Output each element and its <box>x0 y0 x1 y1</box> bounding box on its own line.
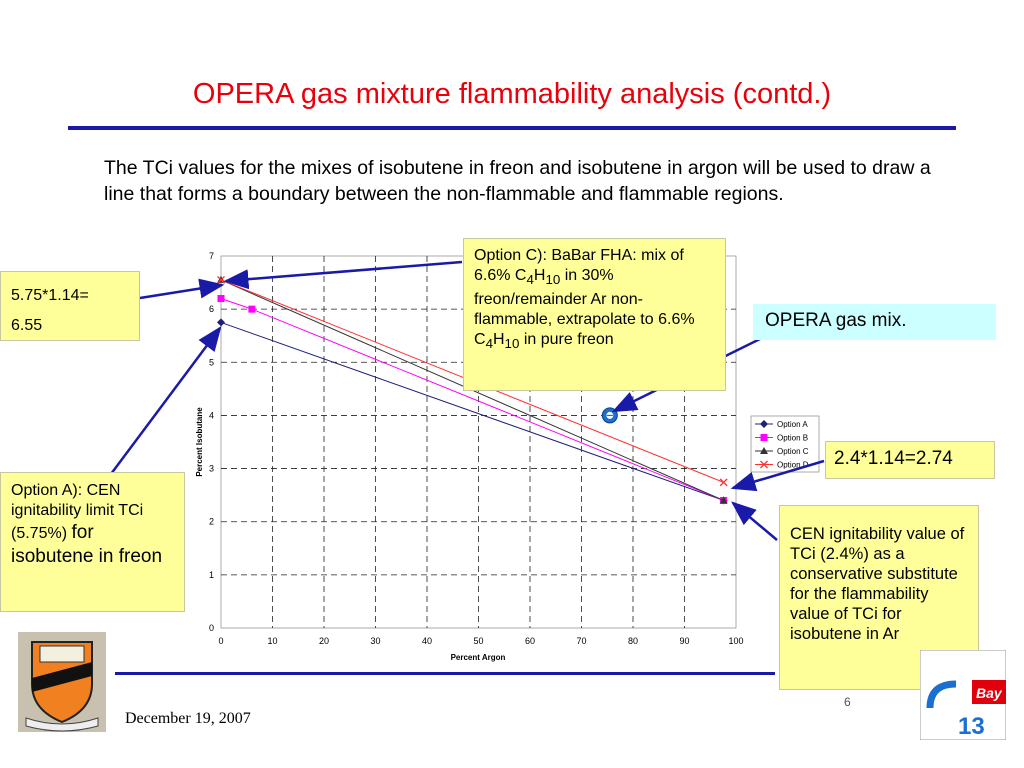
callout-option-c: Option C): BaBar FHA: mix of 6.6% C4H10 … <box>463 238 726 391</box>
callout-575-line2: 6.55 <box>11 317 43 334</box>
callout-575-line1: 5.75*1.14= <box>11 287 89 304</box>
opt-c-text-3: in 30% freon/remainder Ar non-flammable,… <box>474 267 695 349</box>
y-tick-label: 3 <box>209 464 214 474</box>
point-option-b <box>248 305 256 313</box>
princeton-crest-icon <box>18 632 106 732</box>
x-tick-label: 50 <box>473 636 483 646</box>
legend-marker <box>760 420 768 428</box>
opt-c-text-2: H <box>533 267 546 284</box>
legend-label: Option B <box>777 434 808 443</box>
arrow-option-a <box>106 325 222 479</box>
x-axis-label: Percent Argon <box>451 653 506 662</box>
arrow-575 <box>139 278 225 300</box>
x-tick-label: 10 <box>267 636 277 646</box>
point-option-d <box>719 478 728 487</box>
logo-number: 13 <box>958 713 985 740</box>
callout-opera-gas: OPERA gas mix. <box>753 304 996 340</box>
callout-575: 5.75*1.14= 6.55 <box>0 271 140 341</box>
page-number: 6 <box>844 695 851 709</box>
y-axis-label: Percent Isobutane <box>195 407 204 477</box>
point-option-a <box>217 318 225 327</box>
opt-a-small-text: Option A): CEN ignitability limit TCi (5… <box>11 482 144 542</box>
arrow-option-c <box>223 260 463 290</box>
title-divider <box>68 126 956 130</box>
opt-c-text-4: H <box>492 331 505 349</box>
legend-label: Option C <box>777 447 809 456</box>
callout-option-a: Option A): CEN ignitability limit TCi (5… <box>0 472 185 612</box>
x-tick-label: 30 <box>370 636 380 646</box>
y-tick-label: 0 <box>209 623 214 633</box>
y-tick-label: 4 <box>209 410 214 420</box>
opt-c-sub-2: 10 <box>545 272 561 288</box>
x-tick-label: 70 <box>576 636 586 646</box>
opt-c-sub-1: 4 <box>526 272 534 288</box>
point-option-c <box>719 496 728 504</box>
arrow-cen <box>731 501 778 541</box>
slide-title: OPERA gas mixture flammability analysis … <box>192 78 832 110</box>
point-option-b <box>217 295 225 303</box>
opt-c-sub-4: 10 <box>504 336 520 352</box>
y-tick-label: 1 <box>209 570 214 580</box>
daya-bay-logo-icon: Bay 13 <box>920 650 1006 740</box>
legend-label: Option D <box>777 461 809 470</box>
y-tick-label: 2 <box>209 517 214 527</box>
opt-c-sub-3: 4 <box>485 336 493 352</box>
arrow-274 <box>730 459 825 492</box>
series-line-option-a <box>220 321 724 501</box>
y-tick-label: 6 <box>209 304 214 314</box>
opt-c-text-1: Option C): BaBar FHA: mix of 6.6% C <box>474 247 684 284</box>
y-tick-label: 7 <box>209 251 214 261</box>
callout-cen: CEN ignitability value of TCi (2.4%) as … <box>779 505 979 690</box>
callout-274: 2.4*1.14=2.74 <box>825 441 995 479</box>
footer-divider <box>115 672 775 675</box>
x-tick-label: 20 <box>319 636 329 646</box>
legend-label: Option A <box>777 420 808 429</box>
x-tick-label: 40 <box>422 636 432 646</box>
legend-marker <box>760 447 768 454</box>
logo-badge-text: Bay <box>976 685 1003 701</box>
slide-date: December 19, 2007 <box>125 710 251 727</box>
opt-c-text-5: in pure freon <box>519 331 614 349</box>
x-tick-label: 80 <box>628 636 638 646</box>
x-tick-label: 0 <box>218 636 223 646</box>
x-tick-label: 100 <box>728 636 743 646</box>
intro-text: The TCi values for the mixes of isobuten… <box>104 157 931 205</box>
x-tick-label: 60 <box>525 636 535 646</box>
legend-marker <box>760 460 768 469</box>
x-tick-label: 90 <box>679 636 689 646</box>
legend-marker <box>760 434 768 441</box>
opt-a-big-text: for isobutene in freon <box>11 522 163 567</box>
y-tick-label: 5 <box>209 357 214 367</box>
